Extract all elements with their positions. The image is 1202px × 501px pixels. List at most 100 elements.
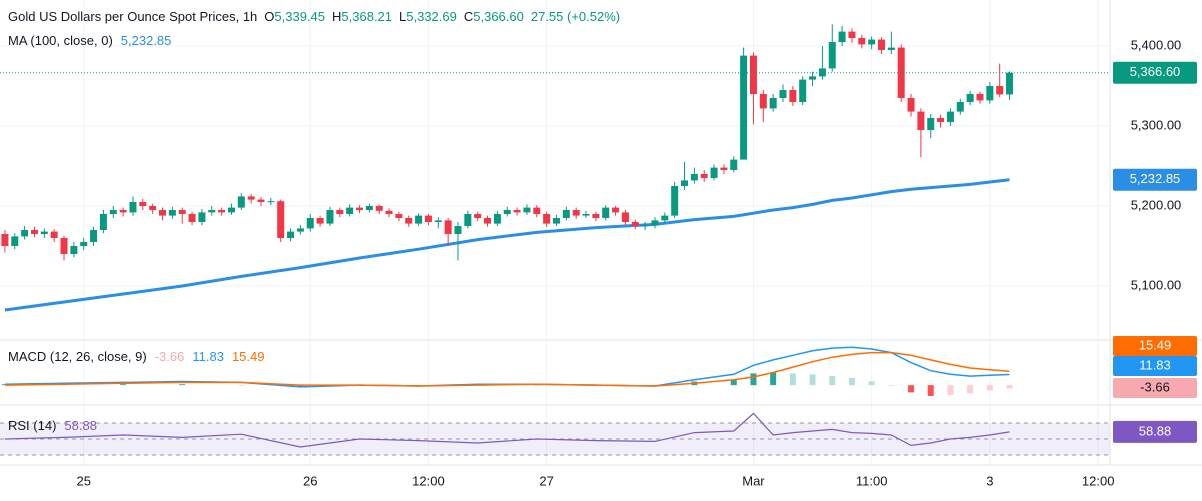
candle-body [700,174,708,178]
candle-body [306,218,314,229]
candle-body [1006,72,1014,95]
candle-body [326,210,334,224]
candle-body [966,94,974,102]
candle-body [198,212,206,222]
candle-body [848,31,856,38]
candle-body [415,215,423,224]
histogram-bar [829,376,836,386]
candle-body [267,201,275,203]
candle-body [838,31,846,42]
x-tick-label: 11:00 [856,473,888,488]
y-tick-label: 5,100.00 [1131,277,1182,292]
candle-body [503,210,511,214]
histogram-bar [868,381,875,386]
candle-body [247,196,255,200]
candle-body [119,210,127,213]
histogram-bar [908,385,915,393]
grid-layer [0,0,1110,465]
candle-body [641,225,649,227]
histogram-bar [927,385,934,396]
ohlc-value: 5,339.45 [274,9,325,24]
candle-body [21,230,29,237]
ma-legend: MA (100, close, 0) 5,232.85 [8,33,171,48]
x-tick-label: 12:00 [1082,473,1115,488]
candle-body [50,231,58,238]
ohlc-label: H [332,9,341,24]
macd-line [4,346,1010,388]
macd-box [1113,356,1197,376]
candle-body [80,242,88,246]
macd-box [1113,378,1197,398]
candle-body [828,42,836,69]
candle-body [178,210,186,214]
candle-body [877,39,885,50]
candle-body [149,206,157,210]
histogram-bar [947,385,954,396]
candle-body [612,207,620,213]
candle-body [227,207,235,213]
moving-average-line [4,178,1010,312]
candle-body [454,226,462,234]
candle-body [631,222,639,226]
candle-body [237,196,245,208]
plot-layer [0,24,1110,448]
price-box [1113,61,1197,84]
candle-body [257,199,265,202]
candle-body [336,210,344,214]
candle-body [779,90,787,98]
candle-body [484,218,492,224]
candle-body [424,215,432,222]
candle-body [464,214,472,226]
macd-title: MACD (12, 26, close, 9) [8,349,147,364]
price-box-label: 5,366.60 [1130,64,1181,79]
x-tick-label: 26 [303,473,317,488]
candle-body [621,212,629,222]
candle-body [996,86,1004,95]
rsi-box [1113,420,1197,443]
candle-body [395,214,403,218]
candle-body [572,210,580,216]
candle-body [946,111,954,122]
candle-body [917,111,925,130]
candle-body [651,220,659,226]
y-tick-label: 5,300.00 [1131,117,1182,132]
ma-name: MA (100, close, 0) [8,33,113,48]
candle-body [730,159,738,170]
candle-body [159,210,167,216]
candle-body [582,214,590,216]
macd-box [1113,336,1197,356]
histogram-bar [730,379,737,386]
candle-body [868,39,876,45]
change-value: 27.55 (+0.52%) [531,9,620,24]
candle-body [474,214,482,218]
histogram-bar [888,385,895,386]
candle-body [60,238,68,254]
candle-body [740,55,748,160]
histogram-bar [533,385,540,386]
ma-box-label: 5,232.85 [1130,171,1181,186]
candle-body [927,118,935,130]
candle-body [907,98,915,112]
candle-body [710,167,718,178]
ohlc-label: O [264,9,274,24]
histogram-bar [809,374,816,386]
candle-body [346,207,354,214]
ohlc-label: L [399,9,406,24]
histogram-bar [1006,385,1013,389]
candle-body [168,210,176,216]
macd-legend: MACD (12, 26, close, 9) -3.66 11.83 15.49 [8,349,264,364]
candle-body [543,214,551,224]
candle-body [11,236,19,246]
candle-body [493,214,501,224]
histogram-bar [179,384,186,386]
macd-value: 15.49 [232,349,265,364]
candle-body [661,215,669,221]
macd-box-label: -3.66 [1140,379,1170,394]
histogram-bar [848,377,855,386]
candle-body [602,207,610,218]
histogram-bar [297,385,304,387]
candle-body [671,186,679,216]
histogram-bar [238,385,245,386]
histogram-bar [986,385,993,391]
